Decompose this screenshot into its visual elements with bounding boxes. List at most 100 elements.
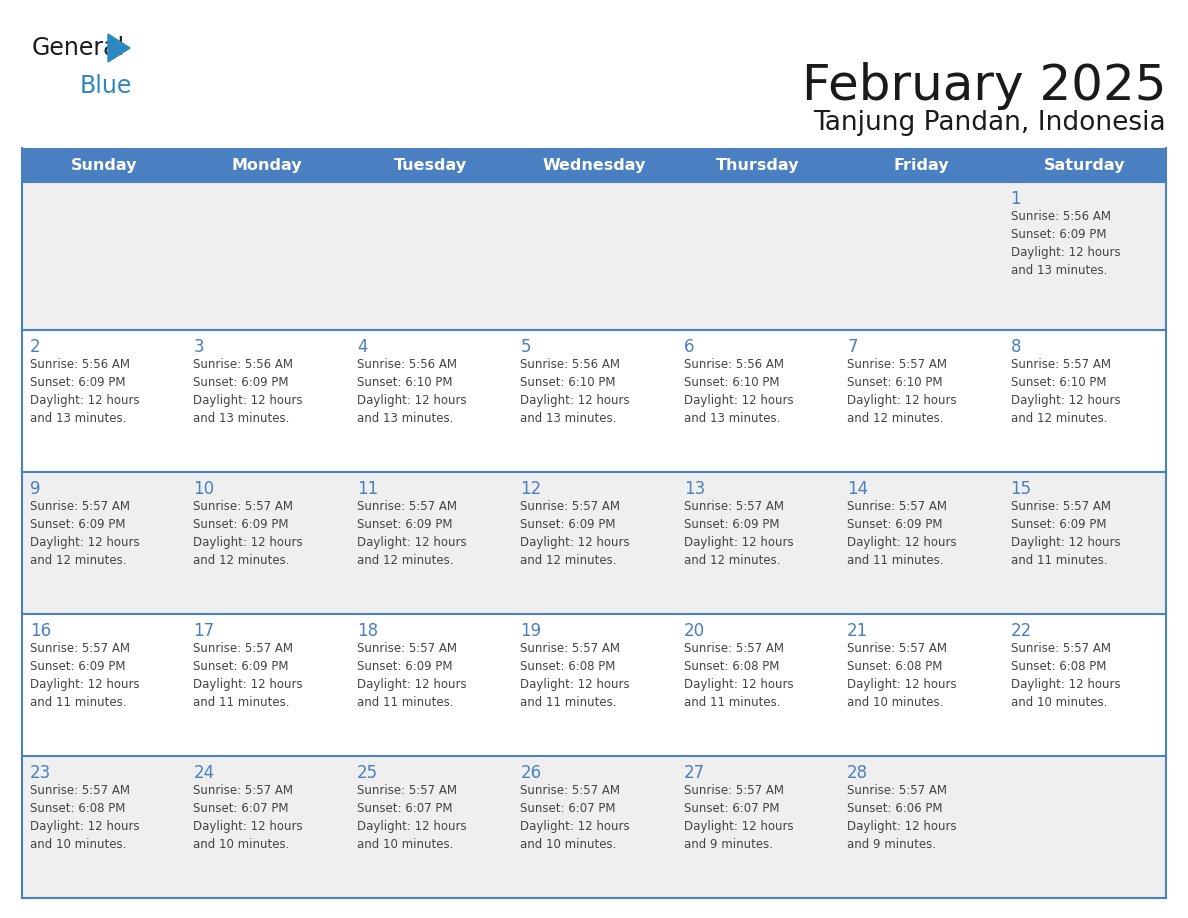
Text: 3: 3 [194, 338, 204, 356]
Text: 26: 26 [520, 764, 542, 782]
Bar [23, 148, 185, 182]
Text: 6: 6 [684, 338, 694, 356]
Text: Friday: Friday [893, 158, 949, 173]
Text: 20: 20 [684, 622, 704, 640]
Bar [349, 472, 512, 614]
Text: Monday: Monday [232, 158, 303, 173]
Bar [1003, 148, 1165, 182]
Text: Sunrise: 5:56 AM
Sunset: 6:10 PM
Daylight: 12 hours
and 13 minutes.: Sunrise: 5:56 AM Sunset: 6:10 PM Dayligh… [520, 358, 630, 425]
Text: 14: 14 [847, 480, 868, 498]
Bar [23, 182, 185, 330]
Text: 24: 24 [194, 764, 215, 782]
Bar [512, 330, 676, 472]
Text: Sunrise: 5:57 AM
Sunset: 6:09 PM
Daylight: 12 hours
and 12 minutes.: Sunrise: 5:57 AM Sunset: 6:09 PM Dayligh… [30, 500, 140, 567]
Polygon shape [108, 34, 129, 62]
Text: Wednesday: Wednesday [542, 158, 646, 173]
Text: 25: 25 [356, 764, 378, 782]
Text: Sunrise: 5:57 AM
Sunset: 6:09 PM
Daylight: 12 hours
and 11 minutes.: Sunrise: 5:57 AM Sunset: 6:09 PM Dayligh… [194, 642, 303, 709]
Text: Sunrise: 5:56 AM
Sunset: 6:10 PM
Daylight: 12 hours
and 13 minutes.: Sunrise: 5:56 AM Sunset: 6:10 PM Dayligh… [356, 358, 467, 425]
Text: 9: 9 [30, 480, 40, 498]
Text: 8: 8 [1011, 338, 1020, 356]
Text: 10: 10 [194, 480, 215, 498]
Text: Sunrise: 5:56 AM
Sunset: 6:09 PM
Daylight: 12 hours
and 13 minutes.: Sunrise: 5:56 AM Sunset: 6:09 PM Dayligh… [30, 358, 140, 425]
Text: 11: 11 [356, 480, 378, 498]
Bar [839, 330, 1003, 472]
Bar [1003, 472, 1165, 614]
Bar [1003, 614, 1165, 756]
Text: Sunrise: 5:57 AM
Sunset: 6:07 PM
Daylight: 12 hours
and 10 minutes.: Sunrise: 5:57 AM Sunset: 6:07 PM Dayligh… [520, 784, 630, 851]
Text: 22: 22 [1011, 622, 1032, 640]
Bar [839, 756, 1003, 898]
Text: Sunrise: 5:57 AM
Sunset: 6:09 PM
Daylight: 12 hours
and 11 minutes.: Sunrise: 5:57 AM Sunset: 6:09 PM Dayligh… [847, 500, 956, 567]
Bar [512, 182, 676, 330]
Text: 18: 18 [356, 622, 378, 640]
Text: Sunrise: 5:57 AM
Sunset: 6:07 PM
Daylight: 12 hours
and 10 minutes.: Sunrise: 5:57 AM Sunset: 6:07 PM Dayligh… [194, 784, 303, 851]
Text: Sunrise: 5:57 AM
Sunset: 6:08 PM
Daylight: 12 hours
and 11 minutes.: Sunrise: 5:57 AM Sunset: 6:08 PM Dayligh… [520, 642, 630, 709]
Text: 13: 13 [684, 480, 704, 498]
Text: Sunrise: 5:57 AM
Sunset: 6:09 PM
Daylight: 12 hours
and 11 minutes.: Sunrise: 5:57 AM Sunset: 6:09 PM Dayligh… [1011, 500, 1120, 567]
Bar [512, 756, 676, 898]
Bar [676, 330, 839, 472]
Bar [676, 614, 839, 756]
Bar [23, 756, 185, 898]
Text: 21: 21 [847, 622, 868, 640]
Text: 4: 4 [356, 338, 367, 356]
Bar [839, 148, 1003, 182]
Bar [1003, 330, 1165, 472]
Text: Saturday: Saturday [1043, 158, 1125, 173]
Text: Sunrise: 5:56 AM
Sunset: 6:10 PM
Daylight: 12 hours
and 13 minutes.: Sunrise: 5:56 AM Sunset: 6:10 PM Dayligh… [684, 358, 794, 425]
Bar [349, 614, 512, 756]
Text: February 2025: February 2025 [802, 62, 1165, 110]
Bar [349, 756, 512, 898]
Text: 23: 23 [30, 764, 51, 782]
Bar [185, 472, 349, 614]
Text: Tuesday: Tuesday [394, 158, 467, 173]
Bar [839, 614, 1003, 756]
Bar [512, 148, 676, 182]
Bar [676, 148, 839, 182]
Bar [349, 148, 512, 182]
Text: 16: 16 [30, 622, 51, 640]
Bar [23, 472, 185, 614]
Text: 19: 19 [520, 622, 542, 640]
Text: Tanjung Pandan, Indonesia: Tanjung Pandan, Indonesia [814, 110, 1165, 136]
Bar [512, 614, 676, 756]
Bar [185, 148, 349, 182]
Bar [676, 182, 839, 330]
Text: Blue: Blue [80, 74, 132, 98]
Text: 2: 2 [30, 338, 40, 356]
Text: Sunrise: 5:56 AM
Sunset: 6:09 PM
Daylight: 12 hours
and 13 minutes.: Sunrise: 5:56 AM Sunset: 6:09 PM Dayligh… [194, 358, 303, 425]
Text: 1: 1 [1011, 190, 1022, 208]
Bar [676, 472, 839, 614]
Text: Sunrise: 5:57 AM
Sunset: 6:08 PM
Daylight: 12 hours
and 10 minutes.: Sunrise: 5:57 AM Sunset: 6:08 PM Dayligh… [847, 642, 956, 709]
Text: Sunrise: 5:57 AM
Sunset: 6:08 PM
Daylight: 12 hours
and 11 minutes.: Sunrise: 5:57 AM Sunset: 6:08 PM Dayligh… [684, 642, 794, 709]
Text: Sunrise: 5:57 AM
Sunset: 6:07 PM
Daylight: 12 hours
and 9 minutes.: Sunrise: 5:57 AM Sunset: 6:07 PM Dayligh… [684, 784, 794, 851]
Text: Sunrise: 5:57 AM
Sunset: 6:09 PM
Daylight: 12 hours
and 12 minutes.: Sunrise: 5:57 AM Sunset: 6:09 PM Dayligh… [520, 500, 630, 567]
Bar [1003, 182, 1165, 330]
Bar [349, 330, 512, 472]
Text: Thursday: Thursday [715, 158, 800, 173]
Text: 7: 7 [847, 338, 858, 356]
Bar [23, 614, 185, 756]
Text: Sunrise: 5:57 AM
Sunset: 6:10 PM
Daylight: 12 hours
and 12 minutes.: Sunrise: 5:57 AM Sunset: 6:10 PM Dayligh… [847, 358, 956, 425]
Text: Sunrise: 5:57 AM
Sunset: 6:09 PM
Daylight: 12 hours
and 11 minutes.: Sunrise: 5:57 AM Sunset: 6:09 PM Dayligh… [30, 642, 140, 709]
Text: Sunrise: 5:57 AM
Sunset: 6:09 PM
Daylight: 12 hours
and 11 minutes.: Sunrise: 5:57 AM Sunset: 6:09 PM Dayligh… [356, 642, 467, 709]
Bar [839, 182, 1003, 330]
Text: 17: 17 [194, 622, 215, 640]
Text: 27: 27 [684, 764, 704, 782]
Text: 28: 28 [847, 764, 868, 782]
Text: 5: 5 [520, 338, 531, 356]
Bar [839, 472, 1003, 614]
Text: Sunrise: 5:57 AM
Sunset: 6:08 PM
Daylight: 12 hours
and 10 minutes.: Sunrise: 5:57 AM Sunset: 6:08 PM Dayligh… [30, 784, 140, 851]
Text: Sunrise: 5:57 AM
Sunset: 6:08 PM
Daylight: 12 hours
and 10 minutes.: Sunrise: 5:57 AM Sunset: 6:08 PM Dayligh… [1011, 642, 1120, 709]
Text: 15: 15 [1011, 480, 1031, 498]
Bar [349, 182, 512, 330]
Bar [185, 756, 349, 898]
Bar [676, 756, 839, 898]
Bar [512, 472, 676, 614]
Text: Sunrise: 5:57 AM
Sunset: 6:10 PM
Daylight: 12 hours
and 12 minutes.: Sunrise: 5:57 AM Sunset: 6:10 PM Dayligh… [1011, 358, 1120, 425]
Bar [1003, 756, 1165, 898]
Bar [185, 330, 349, 472]
Text: Sunrise: 5:57 AM
Sunset: 6:09 PM
Daylight: 12 hours
and 12 minutes.: Sunrise: 5:57 AM Sunset: 6:09 PM Dayligh… [684, 500, 794, 567]
Text: Sunrise: 5:56 AM
Sunset: 6:09 PM
Daylight: 12 hours
and 13 minutes.: Sunrise: 5:56 AM Sunset: 6:09 PM Dayligh… [1011, 210, 1120, 277]
